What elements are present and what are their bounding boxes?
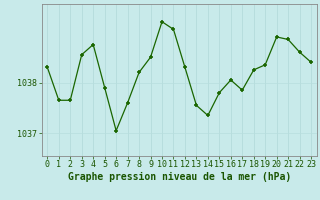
X-axis label: Graphe pression niveau de la mer (hPa): Graphe pression niveau de la mer (hPa): [68, 172, 291, 182]
